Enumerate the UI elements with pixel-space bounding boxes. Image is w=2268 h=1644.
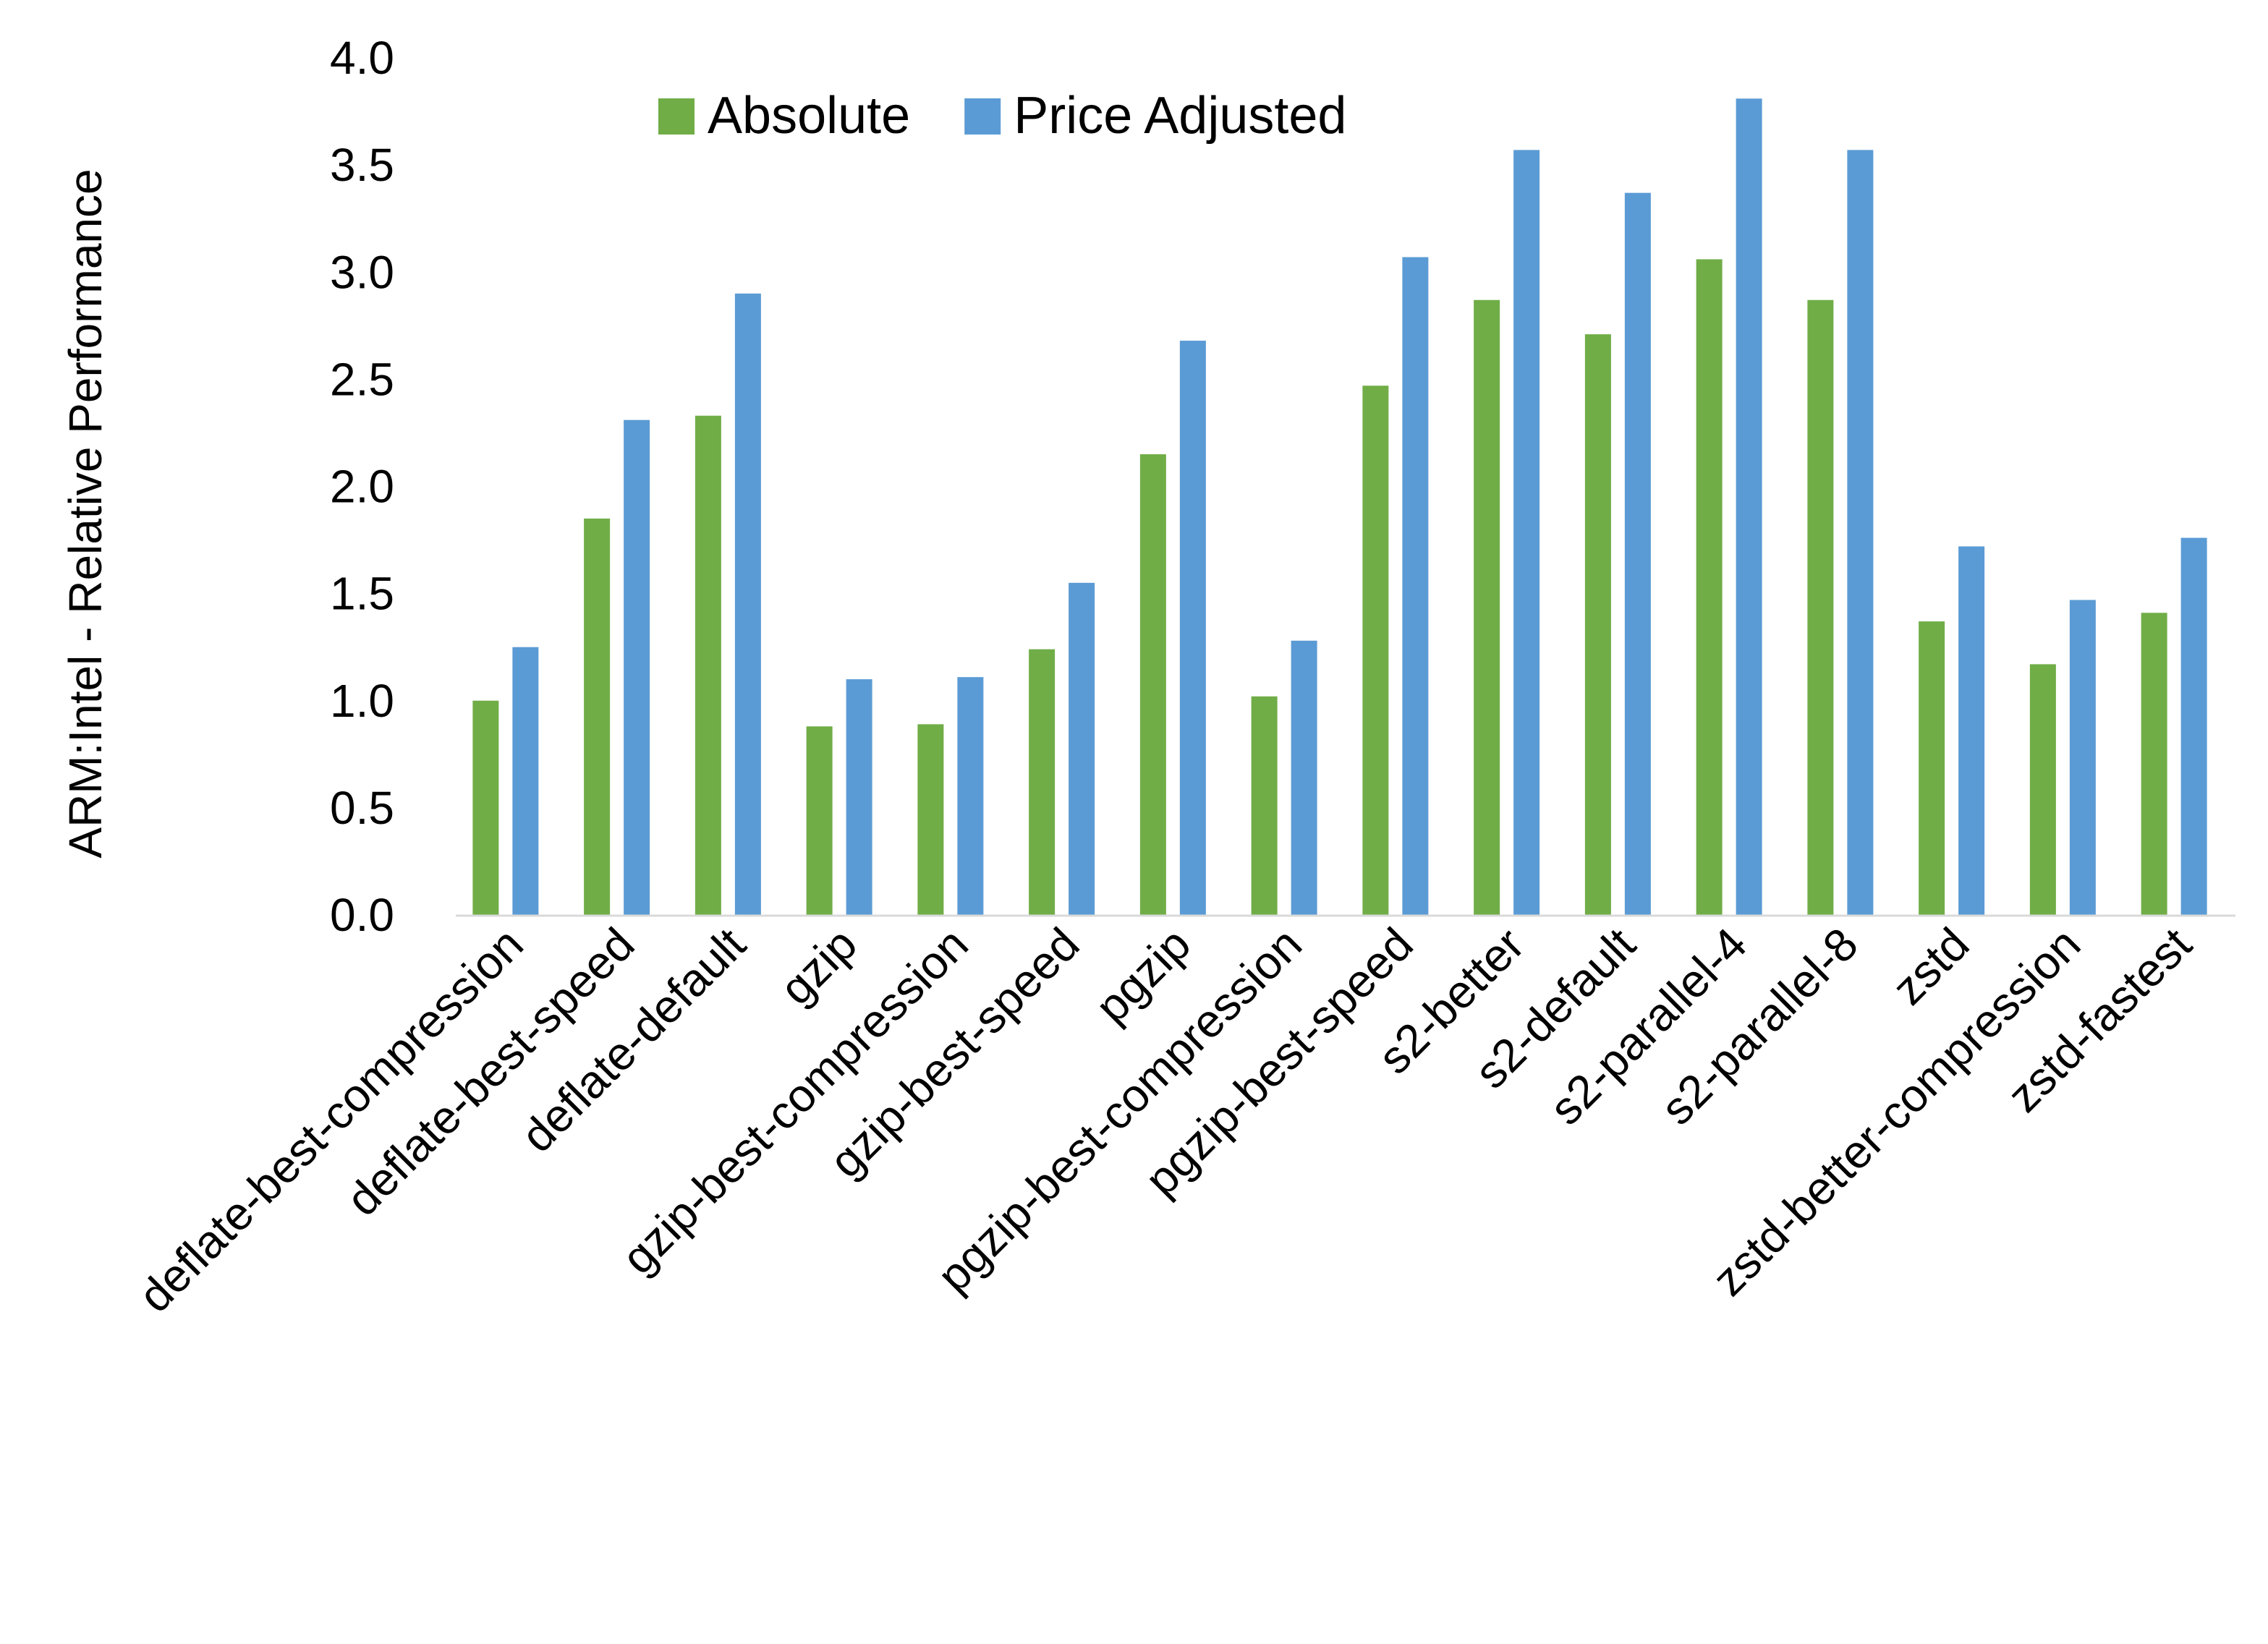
legend-label: Absolute — [708, 87, 910, 145]
bar-price-adjusted — [2069, 600, 2096, 915]
bar-price-adjusted — [1402, 257, 1429, 915]
bar-price-adjusted — [1291, 640, 1317, 915]
bar-absolute — [1584, 334, 1611, 916]
y-tick-label: 0.5 — [330, 782, 394, 834]
y-tick-label: 2.0 — [330, 461, 394, 513]
y-tick-label: 3.0 — [330, 246, 394, 298]
bar-absolute — [1029, 649, 1056, 915]
y-tick-label: 0.0 — [330, 889, 394, 941]
bar-price-adjusted — [1624, 192, 1651, 915]
bar-absolute — [1474, 299, 1500, 915]
bar-absolute — [1807, 299, 1834, 915]
bar-absolute — [695, 415, 721, 915]
bar-price-adjusted — [1958, 546, 1985, 915]
legend-swatch — [964, 98, 1001, 135]
x-tick-label: zstd — [1882, 918, 1979, 1015]
bar-price-adjusted — [1847, 150, 1874, 916]
bar-price-adjusted — [957, 677, 984, 915]
y-tick-label: 2.5 — [330, 353, 394, 405]
bar-absolute — [2029, 664, 2056, 915]
y-tick-label: 1.0 — [330, 675, 394, 727]
bar-price-adjusted — [2180, 537, 2207, 915]
bar-price-adjusted — [734, 293, 761, 915]
bar-absolute — [1362, 386, 1389, 915]
legend-label: Price Adjusted — [1014, 87, 1346, 145]
bar-price-adjusted — [1069, 582, 1095, 915]
bar-absolute — [472, 700, 499, 915]
bar-price-adjusted — [1513, 150, 1540, 916]
bar-price-adjusted — [846, 679, 872, 915]
bar-absolute — [584, 518, 611, 915]
y-tick-label: 4.0 — [330, 32, 394, 84]
bar-price-adjusted — [1179, 341, 1206, 915]
y-tick-label: 3.5 — [330, 139, 394, 191]
bar-absolute — [2141, 613, 2167, 915]
bar-absolute — [1919, 621, 1945, 915]
bar-absolute — [1696, 259, 1723, 916]
bar-absolute — [806, 726, 833, 915]
bar-price-adjusted — [512, 647, 539, 915]
bar-absolute — [1139, 454, 1166, 915]
legend: Absolute Price Adjusted — [658, 87, 1346, 145]
bar-absolute — [917, 724, 944, 915]
y-axis-label: ARM:Intel - Relative Performance — [59, 169, 111, 858]
x-tick-label: gzip — [770, 918, 867, 1015]
y-tick-label: 1.5 — [330, 568, 394, 620]
bar-price-adjusted — [1736, 98, 1762, 916]
legend-swatch — [658, 98, 695, 135]
bar-price-adjusted — [624, 419, 650, 915]
bar-absolute — [1251, 696, 1278, 915]
